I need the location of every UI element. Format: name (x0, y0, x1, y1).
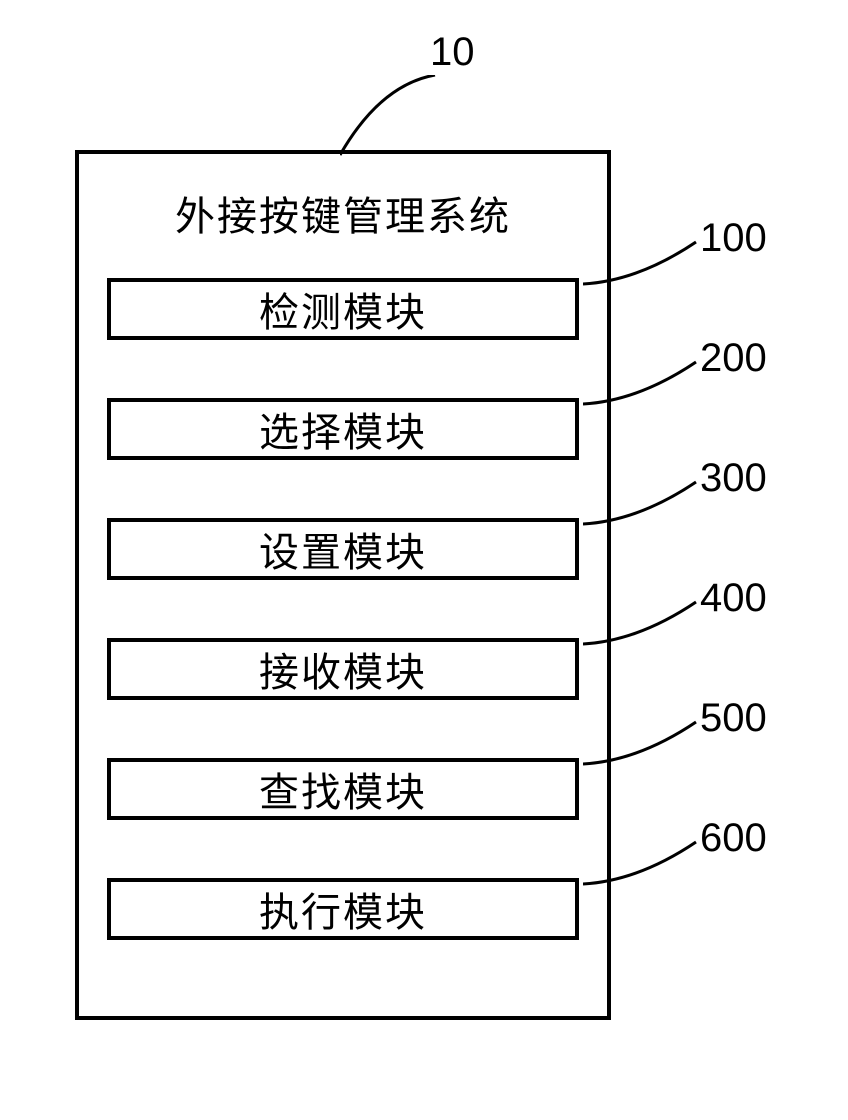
module-label: 选择模块 (259, 400, 427, 458)
module-execute: 执行模块 (107, 878, 579, 940)
module-detection: 检测模块 (107, 278, 579, 340)
system-title: 外接按键管理系统 (107, 184, 579, 242)
callout-100-label: 100 (700, 216, 767, 261)
callout-system-label: 10 (430, 30, 475, 75)
callout-400-label: 400 (700, 576, 767, 621)
callout-200-label: 200 (700, 336, 767, 381)
system-container: 外接按键管理系统 检测模块 选择模块 设置模块 接收模块 查找模块 执行模块 (75, 150, 611, 1020)
callout-600-label: 600 (700, 816, 767, 861)
callout-500-label: 500 (700, 696, 767, 741)
module-label: 设置模块 (259, 520, 427, 578)
module-search: 查找模块 (107, 758, 579, 820)
module-selection: 选择模块 (107, 398, 579, 460)
module-settings: 设置模块 (107, 518, 579, 580)
module-label: 执行模块 (259, 880, 427, 938)
module-label: 接收模块 (259, 640, 427, 698)
module-label: 查找模块 (259, 760, 427, 818)
callout-300-label: 300 (700, 456, 767, 501)
module-receive: 接收模块 (107, 638, 579, 700)
module-label: 检测模块 (259, 280, 427, 338)
